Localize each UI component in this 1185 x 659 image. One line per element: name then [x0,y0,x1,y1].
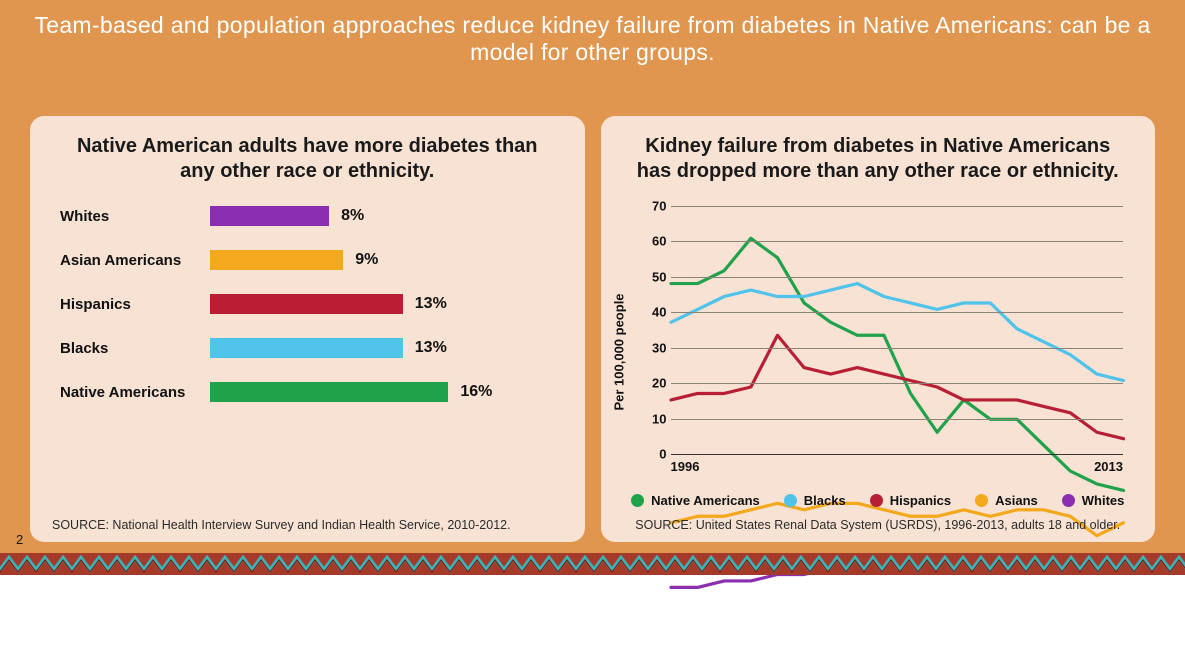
bar-fill [210,382,448,402]
legend-label: Hispanics [890,493,951,508]
bar-fill [210,206,329,226]
bar-chart-title: Native American adults have more diabete… [54,134,561,184]
legend-item: Native Americans [631,493,760,508]
line-chart-source: SOURCE: United States Renal Data System … [623,518,1134,532]
bar-row: Hispanics 13% [60,294,561,314]
bar-track: 9% [210,250,561,270]
bar-track: 8% [210,206,561,226]
bar-label: Hispanics [60,296,210,313]
series-line [671,335,1124,438]
page-title: Team-based and population approaches red… [20,12,1165,66]
line-chart-legend: Native Americans Blacks Hispanics Asians Whi… [625,493,1132,508]
legend-dot [631,494,644,507]
decorative-zigzag-bottom [0,553,1185,575]
y-axis-label: Per 100,000 people [611,293,626,410]
grid-line [671,312,1124,313]
chart-plot-area: 01020304050607019962013 [671,206,1124,454]
line-chart: Per 100,000 people 010203040506070199620… [625,202,1132,502]
bar-row: Whites 8% [60,206,561,226]
bar-track: 16% [210,382,561,402]
legend-item: Whites [1062,493,1125,508]
bar-fill [210,294,403,314]
grid-line [671,241,1124,242]
bar-fill [210,338,403,358]
y-tick-label: 10 [641,411,667,426]
bar-track: 13% [210,294,561,314]
header: Team-based and population approaches red… [0,0,1185,76]
bar-row: Native Americans 16% [60,382,561,402]
legend-dot [975,494,988,507]
x-tick-label: 1996 [671,459,700,474]
legend-label: Asians [995,493,1038,508]
grid-line [671,383,1124,384]
bar-value: 16% [460,383,492,401]
y-tick-label: 0 [641,447,667,462]
y-tick-label: 50 [641,269,667,284]
line-chart-svg [671,206,1124,659]
y-tick-label: 60 [641,234,667,249]
legend-label: Native Americans [651,493,760,508]
grid-line [671,206,1124,207]
legend-dot [1062,494,1075,507]
bar-chart-source: SOURCE: National Health Interview Survey… [52,518,563,532]
legend-dot [870,494,883,507]
bar-value: 13% [415,339,447,357]
legend-item: Hispanics [870,493,951,508]
legend-label: Blacks [804,493,846,508]
x-tick-label: 2013 [1094,459,1123,474]
bar-list: Whites8%Asian Americans9%Hispanics13%Bla… [54,206,561,402]
bar-label: Native Americans [60,384,210,401]
y-tick-label: 20 [641,376,667,391]
x-axis-line [671,454,1124,455]
legend-item: Asians [975,493,1038,508]
line-chart-title: Kidney failure from diabetes in Native A… [625,134,1132,184]
bar-track: 13% [210,338,561,358]
page-number: 2 [16,532,23,547]
line-chart-panel: Kidney failure from diabetes in Native A… [601,116,1156,542]
bar-label: Whites [60,208,210,225]
bar-value: 9% [355,251,378,269]
bar-fill [210,250,343,270]
grid-line [671,348,1124,349]
bar-label: Asian Americans [60,252,210,269]
y-tick-label: 30 [641,340,667,355]
bar-row: Blacks 13% [60,338,561,358]
grid-line [671,277,1124,278]
bar-value: 13% [415,295,447,313]
bar-chart-panel: Native American adults have more diabete… [30,116,585,542]
bar-value: 8% [341,207,364,225]
legend-dot [784,494,797,507]
content-row: Native American adults have more diabete… [0,98,1185,552]
bar-row: Asian Americans 9% [60,250,561,270]
grid-line [671,419,1124,420]
y-tick-label: 40 [641,305,667,320]
bar-label: Blacks [60,340,210,357]
y-tick-label: 70 [641,199,667,214]
legend-item: Blacks [784,493,846,508]
legend-label: Whites [1082,493,1125,508]
